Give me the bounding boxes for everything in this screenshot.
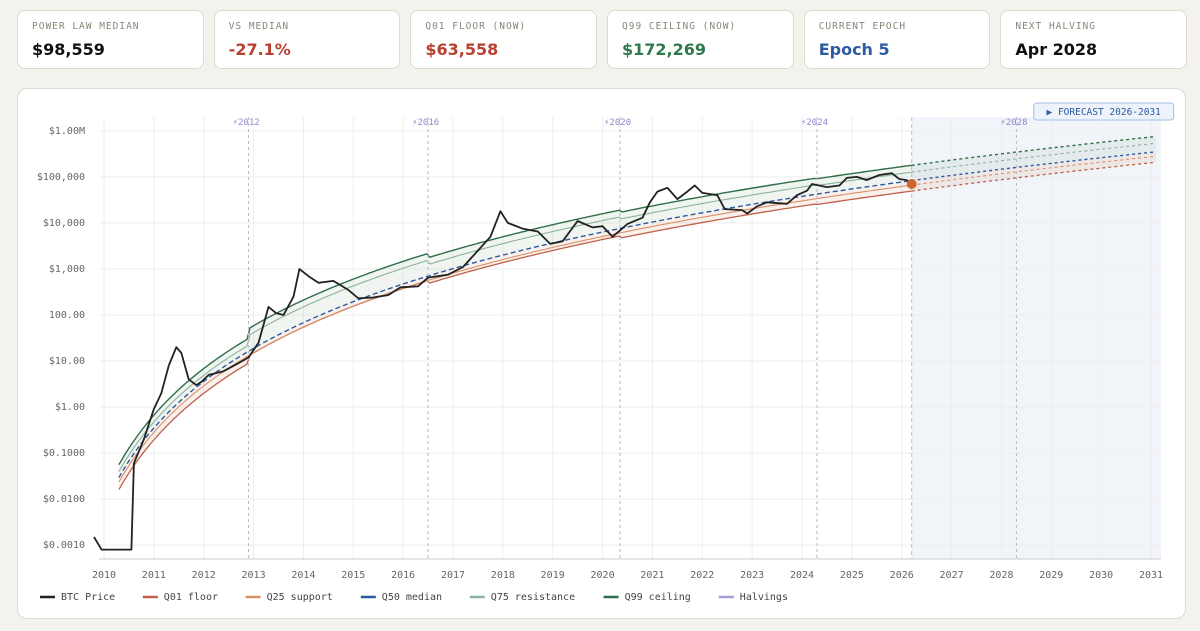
x-tick-label: 2031 xyxy=(1139,570,1163,581)
chart-panel: ⚡2012 ⚡2016 ⚡2020 ⚡2024 ⚡2028 2010 2011 2012 201… xyxy=(17,88,1186,619)
next-halving-card: NEXT HALVING Apr 2028 xyxy=(1000,10,1188,69)
q99-ceiling-card: Q99 CEILING (NOW) $172,269 xyxy=(607,10,794,69)
halving-label: ⚡2020 xyxy=(604,118,631,128)
band-forecast-q99 xyxy=(911,135,1157,166)
legend-label: Q25 support xyxy=(267,592,333,603)
legend-label: Q01 floor xyxy=(164,592,218,603)
y-tick-label: $10.00 xyxy=(49,356,85,367)
card-label: VS MEDIAN xyxy=(228,21,290,32)
band-line-q50 xyxy=(118,179,912,478)
card-label: Q99 CEILING (NOW) xyxy=(622,21,737,32)
card-value: Epoch 5 xyxy=(818,40,890,59)
stat-cards: POWER LAW MEDIAN $98,559 VS MEDIAN -27.1… xyxy=(17,10,1188,69)
legend-label: BTC Price xyxy=(61,592,115,603)
halving-label: ⚡2028 xyxy=(1000,118,1027,128)
card-value: -27.1% xyxy=(228,40,291,59)
power-law-median-card: POWER LAW MEDIAN $98,559 xyxy=(17,10,204,69)
x-tick-label: 2019 xyxy=(541,570,565,581)
x-tick-label: 2011 xyxy=(142,570,166,581)
y-tick-label: $100,000 xyxy=(37,172,85,183)
x-tick-label: 2014 xyxy=(291,570,315,581)
halving-label: ⚡2016 xyxy=(412,118,439,128)
legend-label: Halvings xyxy=(740,592,788,603)
upper-band-fill xyxy=(118,136,1156,478)
y-tick-label: $1,000 xyxy=(49,264,85,275)
band-forecast-q75 xyxy=(911,142,1157,173)
band-line-q99 xyxy=(118,164,912,466)
forecast-badge-label: ▶ FORECAST 2026-2031 xyxy=(1047,107,1162,118)
x-tick-label: 2017 xyxy=(441,570,465,581)
x-tick-label: 2023 xyxy=(740,570,764,581)
card-label: CURRENT EPOCH xyxy=(818,21,907,32)
x-tick-label: 2013 xyxy=(242,570,266,581)
card-label: NEXT HALVING xyxy=(1015,21,1096,32)
forecast-badge xyxy=(1033,102,1175,121)
y-tick-label: $0.0100 xyxy=(43,494,85,505)
y-tick-label: $1.00 xyxy=(55,402,85,413)
halving-label: ⚡2024 xyxy=(801,118,828,128)
card-value: $98,559 xyxy=(32,40,105,59)
current-epoch-card: CURRENT EPOCH Epoch 5 xyxy=(803,10,991,69)
forecast-region xyxy=(911,117,1161,559)
y-tick-label: $1.00M xyxy=(49,126,85,137)
x-tick-label: 2018 xyxy=(491,570,515,581)
x-tick-label: 2028 xyxy=(989,570,1013,581)
y-tick-label: $10,000 xyxy=(43,218,85,229)
current-price-marker xyxy=(906,179,917,190)
x-tick-label: 2012 xyxy=(192,570,216,581)
band-line-q25 xyxy=(118,184,912,483)
q01-floor-card: Q01 FLOOR (NOW) $63,558 xyxy=(410,10,598,69)
legend-label: Q50 median xyxy=(382,592,442,603)
card-label: Q01 FLOOR (NOW) xyxy=(425,21,527,32)
card-value: Apr 2028 xyxy=(1015,40,1098,59)
band-line-q75 xyxy=(118,171,912,472)
card-value: $63,558 xyxy=(425,40,499,59)
x-tick-label: 2027 xyxy=(940,570,964,581)
power-law-chart: ⚡2012 ⚡2016 ⚡2020 ⚡2024 ⚡2028 2010 2011 2012 201… xyxy=(37,102,1175,603)
x-tick-label: 2015 xyxy=(341,570,365,581)
vs-median-card: VS MEDIAN -27.1% xyxy=(213,10,401,69)
x-tick-label: 2020 xyxy=(591,570,615,581)
band-forecast-q50 xyxy=(911,151,1157,182)
x-tick-label: 2030 xyxy=(1089,570,1113,581)
x-tick-label: 2029 xyxy=(1039,570,1063,581)
y-tick-label: $0.0010 xyxy=(43,540,85,551)
band-forecast-q01 xyxy=(911,161,1157,192)
btc-price-line xyxy=(93,172,913,551)
legend-label: Q99 ceiling xyxy=(625,592,691,603)
halving-label: ⚡2012 xyxy=(233,118,260,128)
band-forecast-q25 xyxy=(911,155,1157,186)
x-tick-label: 2022 xyxy=(690,570,714,581)
legend-label: Q75 resistance xyxy=(491,592,575,603)
x-tick-label: 2010 xyxy=(92,570,116,581)
card-value: $172,269 xyxy=(622,40,707,59)
y-tick-label: 100.00 xyxy=(49,310,85,321)
y-tick-label: $0.1000 xyxy=(43,448,85,459)
x-tick-label: 2021 xyxy=(640,570,664,581)
card-label: POWER LAW MEDIAN xyxy=(32,21,140,32)
x-tick-label: 2026 xyxy=(890,570,914,581)
x-tick-label: 2024 xyxy=(790,570,814,581)
x-tick-label: 2016 xyxy=(391,570,415,581)
x-tick-label: 2025 xyxy=(840,570,864,581)
